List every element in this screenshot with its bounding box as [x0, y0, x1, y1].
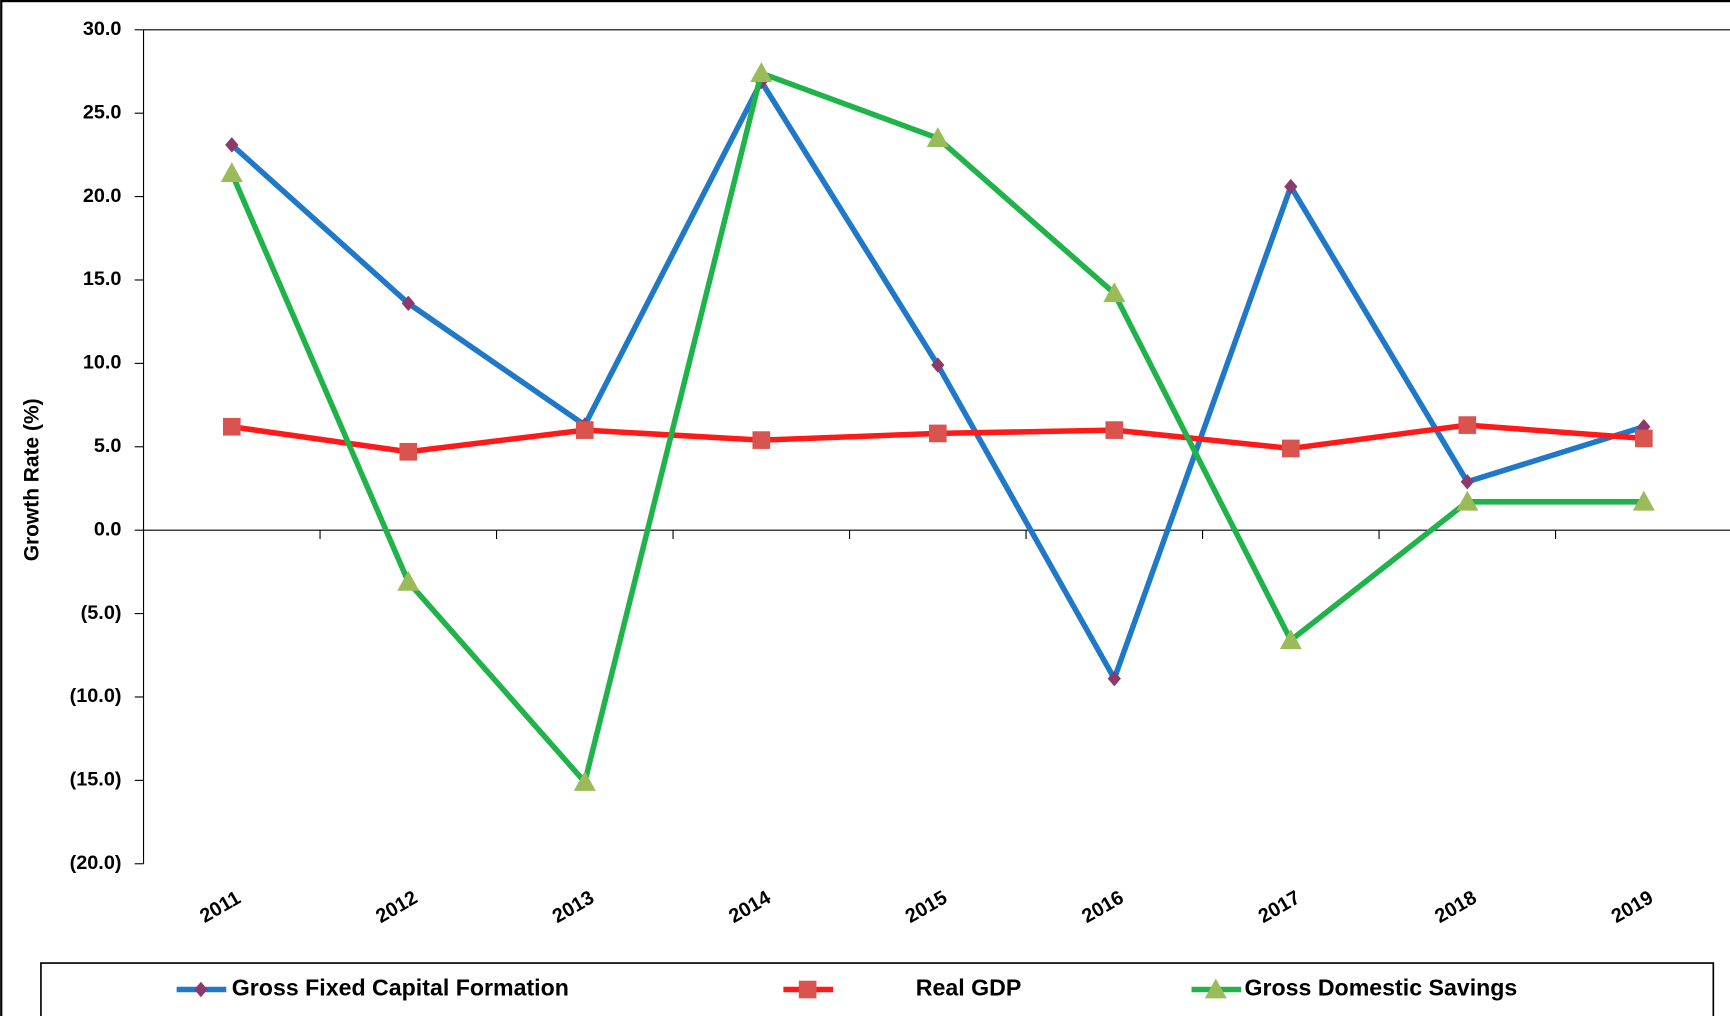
- data-point: [397, 570, 420, 591]
- y-axis-title: Growth Rate (%): [21, 398, 44, 561]
- y-tick-label: 25.0: [83, 101, 122, 123]
- x-tick-label: 2017: [1255, 887, 1304, 928]
- data-point: [1281, 439, 1300, 458]
- legend-label: Gross Fixed Capital Formation: [232, 975, 569, 1001]
- legend-box: [40, 962, 1715, 1016]
- y-tick-label: 5.0: [94, 435, 122, 457]
- y-tick-label: 20.0: [83, 185, 122, 207]
- data-point: [401, 295, 415, 312]
- y-tick-label: (15.0): [70, 769, 122, 791]
- series-line: [229, 78, 1645, 682]
- x-tick-label: 2011: [196, 887, 244, 928]
- data-point: [225, 137, 239, 153]
- data-point: [752, 431, 771, 449]
- data-point: [926, 127, 949, 148]
- y-tick-label: (10.0): [70, 685, 122, 707]
- data-point: [1284, 178, 1298, 195]
- y-tick-label: (20.0): [70, 852, 122, 874]
- y-tick-label: 15.0: [83, 268, 122, 290]
- y-tick-label: (5.0): [81, 602, 122, 624]
- x-tick-label: 2012: [372, 887, 421, 928]
- x-tick-label: 2019: [1608, 887, 1657, 928]
- x-tick-label: 2018: [1431, 887, 1480, 928]
- legend-label: Real GDP: [916, 975, 1022, 1001]
- data-point: [1634, 429, 1653, 448]
- y-tick-label: 30.0: [83, 18, 122, 40]
- y-tick-label: 0.0: [94, 518, 122, 540]
- data-point: [1103, 282, 1126, 303]
- legend-marker: [1204, 978, 1227, 999]
- data-point: [1460, 474, 1474, 490]
- data-point: [1456, 490, 1479, 511]
- data-point: [220, 162, 243, 183]
- data-point: [222, 417, 241, 436]
- data-point: [750, 62, 773, 82]
- data-point: [1632, 490, 1655, 511]
- data-point: [1458, 416, 1477, 434]
- data-point: [928, 424, 947, 443]
- x-tick-label: 2016: [1078, 887, 1127, 928]
- x-tick-label: 2013: [549, 887, 598, 928]
- data-point: [1279, 629, 1302, 650]
- data-point: [399, 442, 418, 461]
- data-point: [1105, 421, 1124, 439]
- legend-marker: [194, 981, 208, 998]
- legend-marker: [798, 980, 817, 999]
- data-point: [573, 771, 596, 791]
- y-tick-label: 10.0: [83, 352, 122, 374]
- data-point: [575, 421, 594, 439]
- x-tick-label: 2014: [725, 887, 774, 928]
- x-tick-label: 2015: [902, 887, 951, 928]
- data-point: [1107, 670, 1121, 687]
- data-point: [931, 357, 945, 373]
- legend-label: Gross Domestic Savings: [1244, 975, 1517, 1001]
